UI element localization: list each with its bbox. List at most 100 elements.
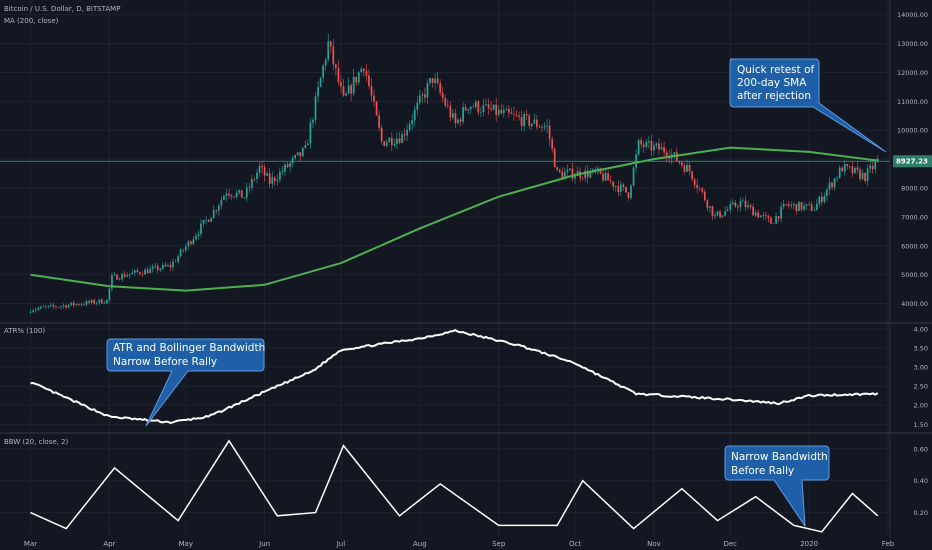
candle-body (90, 300, 93, 303)
candle-body (775, 216, 777, 224)
candle-body (469, 106, 472, 110)
candle-body (113, 274, 116, 276)
candle (149, 265, 151, 274)
candle (599, 167, 602, 175)
candle-body (500, 109, 503, 114)
sma-callout-line-1: Quick retest of (737, 64, 815, 76)
candle-body (223, 195, 225, 200)
candle-body (866, 168, 869, 181)
candle (828, 177, 831, 195)
candle (286, 161, 289, 169)
candle-body (818, 196, 821, 204)
candle (225, 189, 228, 202)
candle (752, 203, 754, 216)
candle-body (757, 212, 760, 218)
y-tick-label: 11000.00 (897, 98, 928, 106)
candle-body (253, 179, 256, 180)
candle-body (696, 184, 699, 188)
candle (210, 217, 213, 222)
candle-body (686, 165, 688, 172)
time-axis[interactable]: Mar Apr May Jun Jul Aug Sep Oct Nov Dec 2020 Feb (24, 540, 895, 548)
candle-body (798, 202, 800, 212)
candle (696, 179, 699, 193)
candle-body (29, 311, 32, 313)
candle-body (32, 310, 34, 312)
candle-body (614, 186, 617, 187)
candle (869, 160, 872, 174)
candle (472, 103, 475, 108)
candle (564, 167, 566, 178)
candle (627, 192, 630, 201)
candle (520, 110, 523, 131)
candle-body (212, 210, 215, 218)
candle (480, 107, 482, 117)
candle (518, 111, 520, 121)
candle-body (421, 94, 424, 96)
candle-body (805, 204, 808, 206)
candle-body (34, 309, 37, 311)
candle (457, 118, 459, 125)
sma-callout[interactable]: Quick retest of 200-day SMA after reject… (729, 58, 887, 153)
candle-body (612, 181, 615, 187)
candle (393, 138, 396, 148)
candle-body (505, 108, 508, 111)
candle (467, 108, 470, 115)
candle (113, 271, 116, 277)
candle-body (357, 72, 360, 83)
candle (106, 299, 108, 305)
candle-body (240, 190, 243, 198)
candle-body (245, 187, 248, 198)
candle (220, 196, 223, 210)
candle (355, 76, 358, 87)
candle-body (118, 279, 121, 280)
candle-body (388, 137, 391, 143)
candle (253, 176, 256, 183)
candle (85, 299, 88, 307)
candle-body (134, 270, 136, 273)
candle (431, 77, 434, 88)
bbw-callout[interactable]: Narrow Bandwidth Before Rally (724, 445, 830, 528)
candle-body (228, 193, 230, 196)
candle-body (189, 241, 192, 244)
candle-body (317, 86, 319, 97)
candle (589, 167, 592, 179)
candle (401, 131, 403, 144)
candle-body (663, 147, 665, 153)
candle (803, 202, 805, 212)
candle (268, 168, 271, 189)
candle (62, 303, 65, 309)
candle-body (296, 152, 299, 156)
candle-body (703, 191, 706, 201)
candle-body (726, 209, 729, 212)
candle (617, 180, 620, 197)
candle-body (167, 264, 169, 267)
candle-body (854, 167, 856, 174)
candle-body (406, 129, 408, 136)
atr-callout[interactable]: ATR and Bollinger Bandwidth Narrow Befor… (106, 338, 265, 427)
candle-body (815, 203, 818, 211)
price-axis[interactable]: 14000.00 13000.00 12000.00 11000.00 10000.00… (897, 11, 928, 517)
candle-body (856, 167, 859, 170)
candle-body (691, 171, 693, 180)
candle (836, 175, 838, 183)
candle (513, 106, 515, 121)
candle-body (574, 176, 576, 179)
candle (388, 136, 391, 143)
bbw-legend: BBW (20, close, 2) (4, 438, 69, 446)
candle (436, 71, 439, 85)
candle (716, 211, 719, 217)
candle (543, 122, 546, 131)
candle-body (647, 140, 650, 142)
candle (719, 209, 721, 219)
candle-body (141, 273, 144, 275)
candle-body (342, 86, 345, 96)
candle-body (385, 142, 388, 146)
candle (57, 306, 60, 308)
candle (487, 98, 490, 116)
candle-body (513, 113, 515, 115)
candle-body (759, 215, 762, 218)
candle (500, 103, 503, 115)
candle (421, 91, 424, 103)
candle-body (749, 205, 752, 207)
